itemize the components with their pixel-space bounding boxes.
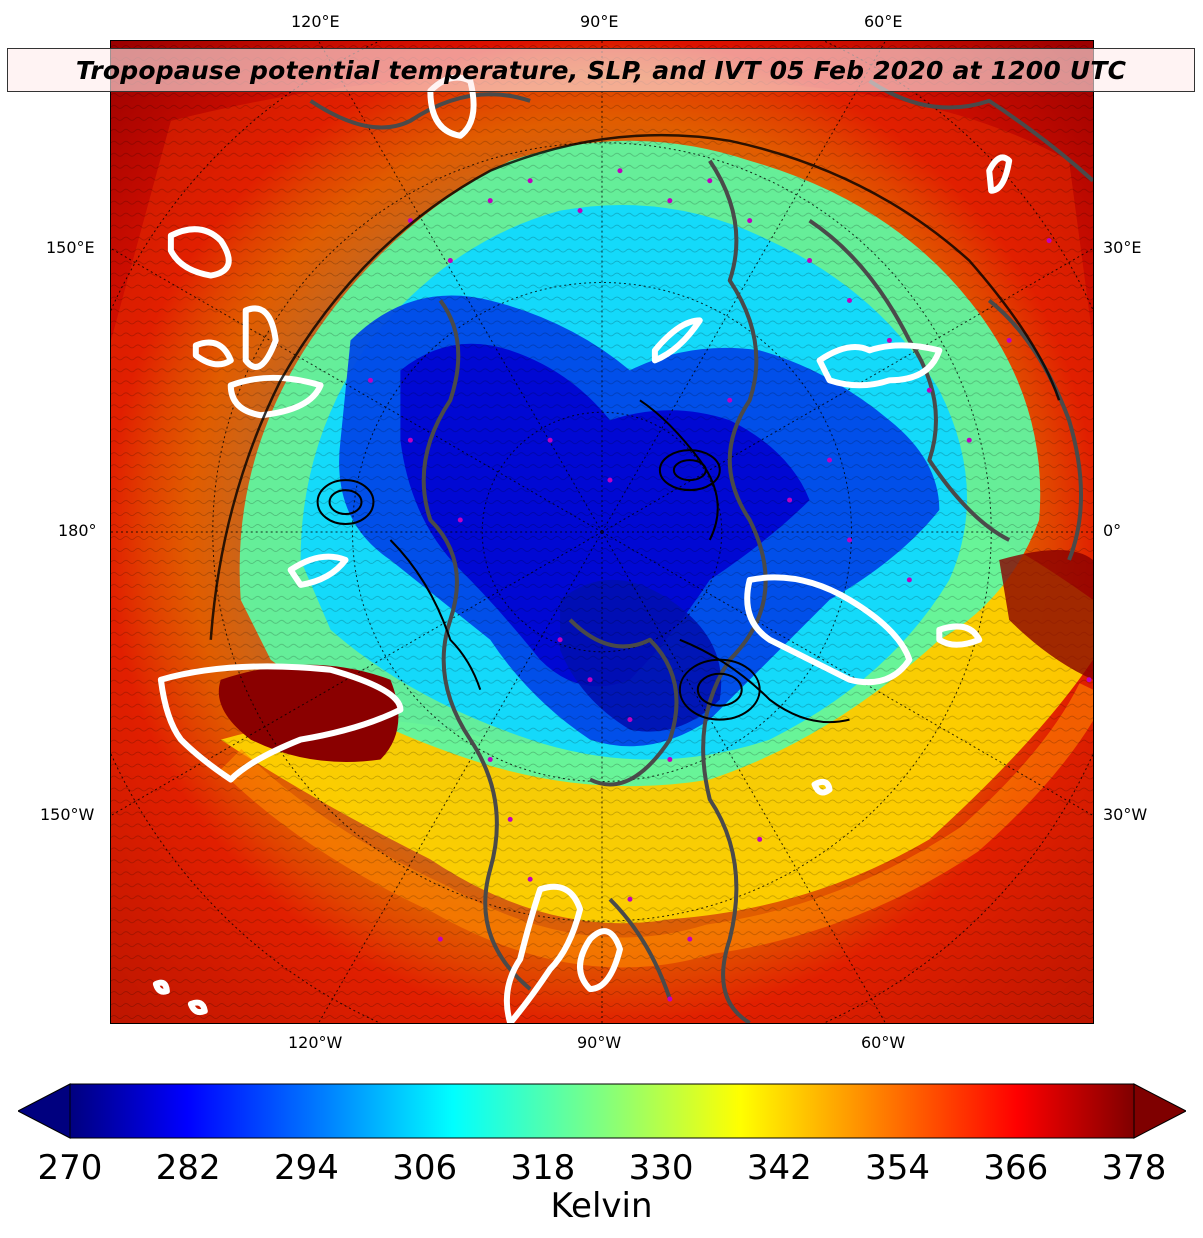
colorbar-tick-label: 306 [392,1148,458,1188]
colorbar-tick-label: 366 [983,1148,1049,1188]
lon-label-left-2: 180° [58,521,97,540]
colorbar-tick-label: 318 [510,1148,576,1188]
colorbar-tick-label: 330 [628,1148,694,1188]
ivt-contours [152,74,1013,1023]
lon-label-top-3: 60°E [864,12,903,31]
colorbar-tick-label: 378 [1101,1148,1167,1188]
colorbar-tick-label: 354 [865,1148,930,1188]
colorbar-tick-label: 270 [37,1148,103,1188]
lon-label-left-3: 150°W [40,805,95,824]
polar-stereographic-map [110,40,1094,1024]
colorbar-label: Kelvin [550,1186,653,1226]
lon-label-right-2: 0° [1103,521,1122,540]
map-title: Tropopause potential temperature, SLP, a… [7,48,1195,92]
colorbar-tick-label: 282 [155,1148,221,1188]
colorbar-canvas [16,1083,1188,1139]
lon-label-right-3: 30°W [1103,805,1148,824]
lon-label-bottom-3: 60°W [861,1033,906,1052]
colorbar-gradient [69,1083,1135,1139]
lon-label-bottom-2: 90°W [577,1033,622,1052]
lon-label-right-1: 30°E [1103,238,1142,257]
station-markers [367,168,1092,1002]
coastlines [309,79,1093,1023]
graticule [111,41,1093,1023]
lon-label-top-2: 90°E [580,12,619,31]
slp-contours [316,399,850,724]
dynamic-tropopause-edge [209,133,1061,640]
colorbar-tick-label: 294 [273,1148,339,1188]
colorbar [16,1082,1188,1140]
lon-label-top-1: 120°E [291,12,340,31]
lon-label-left-1: 150°E [46,238,95,257]
intrusion-west [218,664,399,763]
colorbar-extend-low [16,1083,71,1139]
lon-label-bottom-1: 120°W [288,1033,343,1052]
colorbar-extend-high [1133,1083,1188,1139]
map-canvas [111,41,1093,1023]
colorbar-tick-label: 342 [746,1148,812,1188]
